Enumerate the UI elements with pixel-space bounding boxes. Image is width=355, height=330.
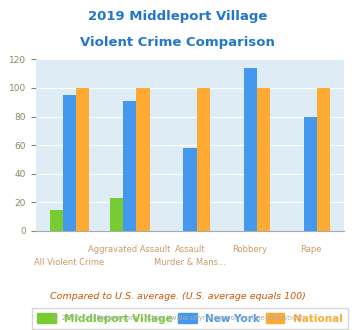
- Text: 2019 Middleport Village: 2019 Middleport Village: [88, 10, 267, 23]
- Bar: [317, 88, 330, 231]
- Bar: [63, 95, 76, 231]
- Text: Rape: Rape: [300, 245, 321, 254]
- Bar: [123, 101, 136, 231]
- Text: Murder & Mans...: Murder & Mans...: [154, 258, 226, 267]
- Text: All Violent Crime: All Violent Crime: [34, 258, 104, 267]
- Bar: [110, 198, 123, 231]
- Text: © 2025 CityRating.com - https://www.cityrating.com/crime-statistics/: © 2025 CityRating.com - https://www.city…: [53, 314, 302, 321]
- Bar: [76, 88, 89, 231]
- Bar: [257, 88, 270, 231]
- Text: Compared to U.S. average. (U.S. average equals 100): Compared to U.S. average. (U.S. average …: [50, 292, 305, 301]
- Bar: [304, 116, 317, 231]
- Text: Aggravated Assault: Aggravated Assault: [88, 245, 171, 254]
- Text: Violent Crime Comparison: Violent Crime Comparison: [80, 36, 275, 49]
- Bar: [244, 68, 257, 231]
- Text: Assault: Assault: [175, 245, 205, 254]
- Bar: [50, 210, 63, 231]
- Text: Robbery: Robbery: [233, 245, 268, 254]
- Bar: [197, 88, 210, 231]
- Bar: [183, 148, 197, 231]
- Legend: Middleport Village, New York, National: Middleport Village, New York, National: [32, 308, 348, 329]
- Bar: [136, 88, 149, 231]
